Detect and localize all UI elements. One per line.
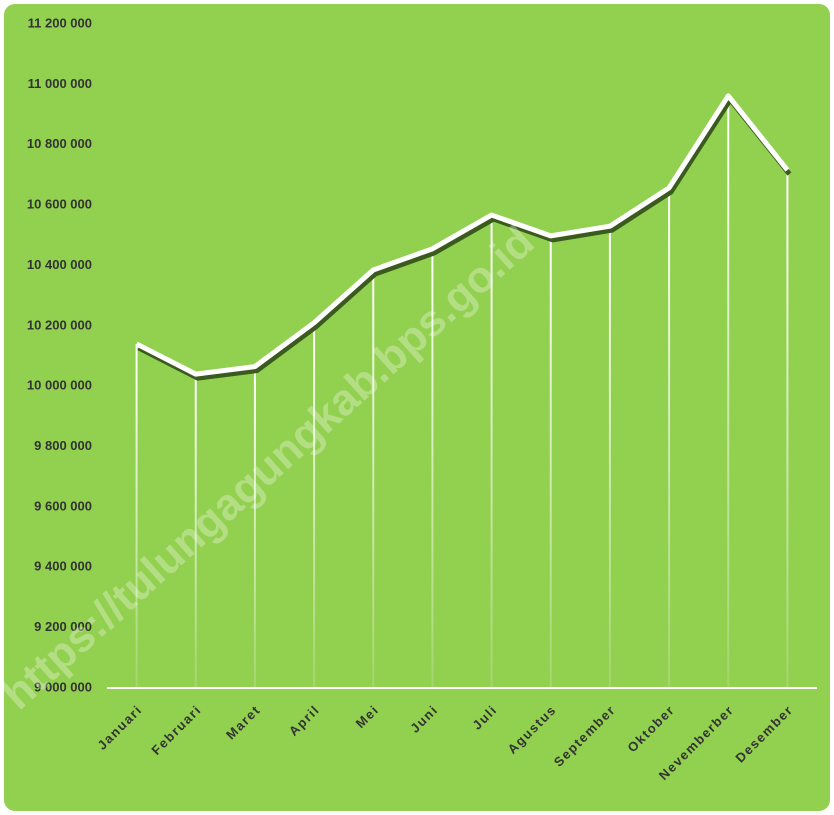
drop-line [549, 235, 552, 689]
y-tick-label: 9 200 000 [34, 619, 92, 634]
drop-line [253, 366, 256, 688]
drop-line [608, 226, 611, 688]
drop-line [668, 187, 671, 688]
y-tick-label: 11 200 000 [28, 15, 92, 30]
line [135, 93, 790, 377]
drop-line [372, 269, 375, 688]
drop-line [313, 322, 316, 688]
y-tick-label: 10 200 000 [27, 317, 92, 332]
drop-line [727, 95, 730, 689]
drop-line [135, 343, 138, 688]
line-shadow [137, 97, 792, 381]
drop-line [786, 170, 789, 688]
y-tick-label: 10 800 000 [27, 136, 92, 151]
drop-line [431, 248, 434, 688]
y-tick-label: 9 400 000 [34, 559, 92, 574]
y-tick-label: 9 800 000 [34, 438, 92, 453]
y-tick-label: 10 400 000 [27, 257, 92, 272]
drop-line [490, 215, 493, 688]
y-tick-label: 10 600 000 [27, 197, 92, 212]
y-tick-label: 9 600 000 [34, 498, 92, 513]
y-tick-label: 11 000 000 [28, 76, 92, 91]
y-tick-label: 9 000 000 [34, 679, 92, 694]
drop-line [194, 374, 197, 688]
y-tick-label: 10 000 000 [27, 378, 92, 393]
